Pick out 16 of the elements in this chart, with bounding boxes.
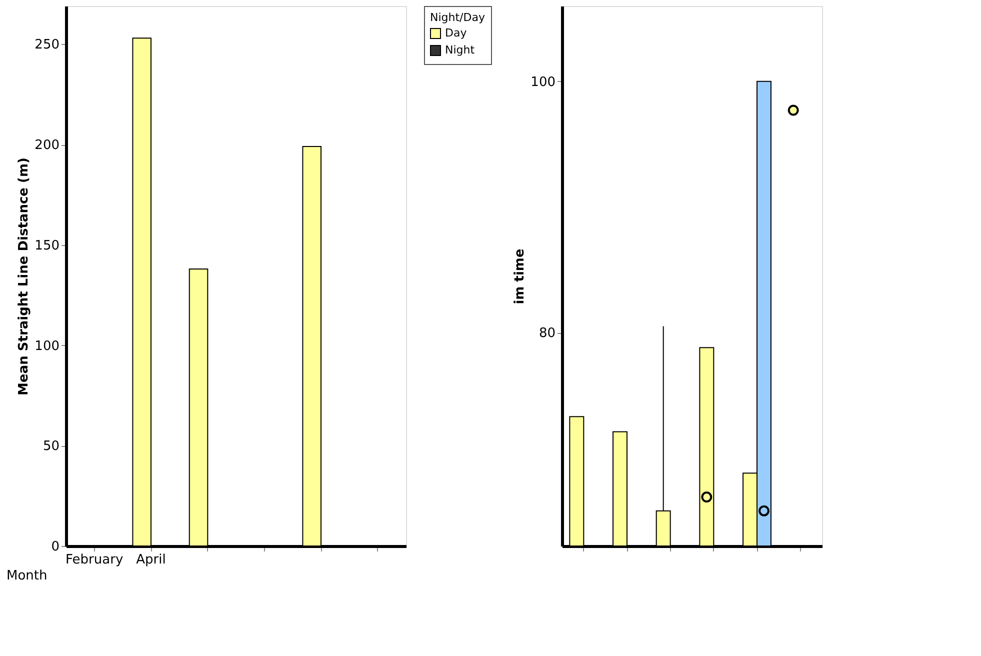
y-tick-label: 250 (34, 38, 60, 53)
x-tick-label: February (66, 552, 124, 568)
y-axis-title: im time (512, 248, 528, 304)
y-tick-label: 100 (34, 338, 60, 354)
y-tick-label: 50 (42, 439, 60, 454)
x-tick-label: April (136, 552, 166, 568)
y-tick-label: 0 (51, 540, 60, 554)
legend-label: Night (445, 44, 476, 56)
y-axis-title: Mean Straight Line Distance (m) (16, 158, 32, 396)
y-tick-label: 100 (530, 74, 556, 90)
legend-title: Night/Day (430, 11, 486, 24)
y-tick-label: 200 (34, 138, 60, 154)
y-tick-label: 150 (34, 238, 60, 254)
legend-label: Day (445, 26, 468, 40)
y-tick-label: 80 (538, 326, 556, 342)
x-axis-title: Month (6, 568, 48, 584)
